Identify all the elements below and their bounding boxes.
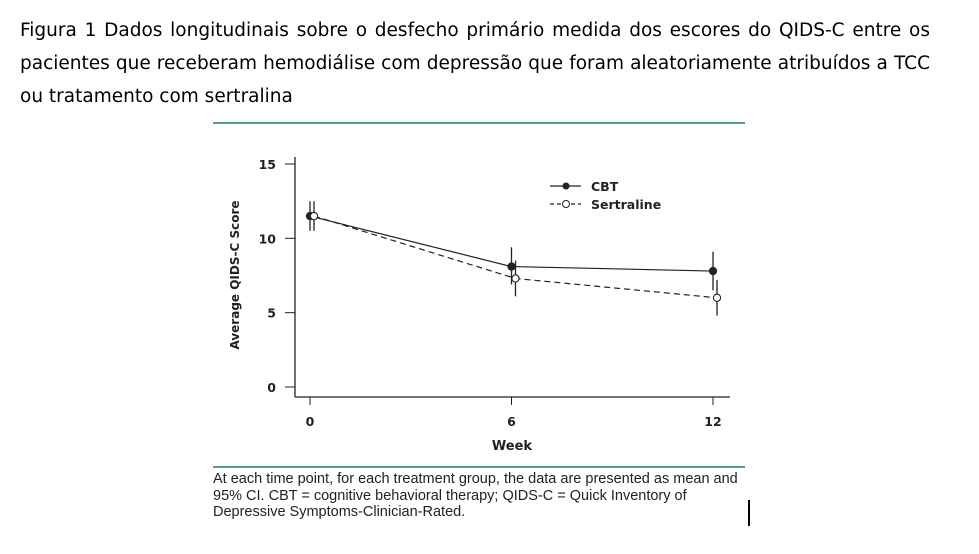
legend: CBT Sertraline xyxy=(550,179,661,212)
top-rule xyxy=(213,122,745,124)
data-point xyxy=(511,274,520,283)
data-point xyxy=(309,211,319,221)
y-tick-label: 15 xyxy=(259,157,276,172)
y-tick-label: 5 xyxy=(267,306,276,321)
y-axis-label: Average QIDS-C Score xyxy=(228,200,242,349)
y-tick-label: 0 xyxy=(267,380,276,395)
legend-label-sertraline: Sertraline xyxy=(591,197,661,212)
legend-label-cbt: CBT xyxy=(591,179,619,194)
legend-marker-cbt xyxy=(562,182,570,190)
data-point xyxy=(712,293,722,302)
x-axis-label: Week xyxy=(492,439,533,454)
figure-caption: Figura 1 Dados longitudinais sobre o des… xyxy=(20,20,930,107)
text-cursor xyxy=(748,500,750,526)
legend-marker-sertraline xyxy=(562,200,570,208)
data-point xyxy=(507,262,516,271)
data-point xyxy=(708,266,718,276)
x-tick-label: 0 xyxy=(306,414,315,429)
x-tick-label: 6 xyxy=(507,414,516,429)
bottom-rule xyxy=(213,466,745,468)
figure-footnote: At each time point, for each treatment g… xyxy=(213,471,738,520)
x-tick-label: 12 xyxy=(704,414,721,429)
y-tick-label: 10 xyxy=(259,231,277,246)
